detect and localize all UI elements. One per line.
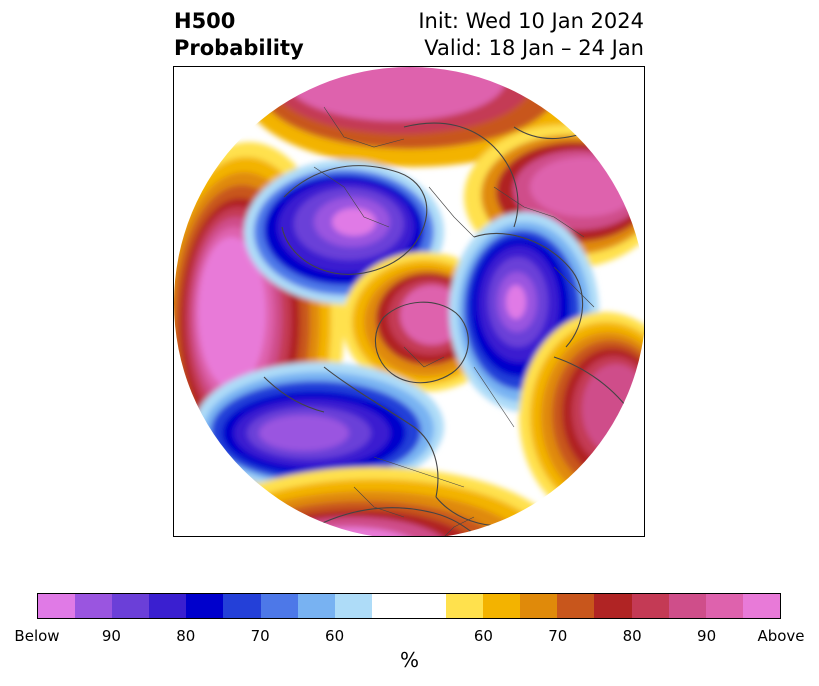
colorbar-cell: [742, 594, 780, 618]
colorbar-cell: [520, 594, 558, 618]
colorbar-cell: [260, 594, 298, 618]
title-variable: H500: [174, 9, 236, 33]
colorbar-tick-label: 90: [101, 627, 121, 645]
colorbar-tick-label: 70: [250, 627, 270, 645]
colorbar-cell: [75, 594, 113, 618]
plot-title-right: Init: Wed 10 Jan 2024 Valid: 18 Jan – 24…: [418, 8, 644, 62]
init-date: Init: Wed 10 Jan 2024: [418, 9, 644, 33]
colorbar-cell: [705, 594, 743, 618]
colorbar-cell: [483, 594, 521, 618]
colorbar: [37, 593, 781, 619]
plot-title-left: H500 Probability: [174, 8, 304, 62]
map-panel: [173, 66, 645, 537]
valid-range: Valid: 18 Jan – 24 Jan: [424, 36, 644, 60]
colorbar-cell: [408, 594, 447, 618]
colorbar-cell: [668, 594, 706, 618]
colorbar-tick-label: 60: [473, 627, 493, 645]
colorbar-cell: [149, 594, 187, 618]
colorbar-cell: [557, 594, 595, 618]
borders: [313, 106, 595, 536]
colorbar-tick-label: 90: [697, 627, 717, 645]
colorbar-tick-label: 60: [325, 627, 345, 645]
colorbar-cell: [223, 594, 261, 618]
colorbar-tick-label: Below: [14, 627, 60, 645]
colorbar-tick-labels: Below 90 80 70 60 60 70 80 90 Above: [0, 627, 819, 647]
colorbar-cell: [297, 594, 335, 618]
colorbar-cell: [38, 594, 76, 618]
colorbar-tick-label: 70: [548, 627, 568, 645]
colorbar-tick-label: Above: [757, 627, 805, 645]
colorbar-cell: [371, 594, 409, 618]
colorbar-cell: [186, 594, 224, 618]
colorbar-cell: [631, 594, 669, 618]
colorbar-cell: [594, 594, 632, 618]
probability-field: [174, 67, 644, 536]
colorbar-cell: [112, 594, 150, 618]
colorbar-tick-label: 80: [176, 627, 196, 645]
colorbar-cell: [334, 594, 372, 618]
title-type: Probability: [174, 36, 304, 60]
colorbar-unit: %: [399, 648, 419, 672]
probability-map: [174, 67, 644, 536]
colorbar-tick-label: 80: [622, 627, 642, 645]
colorbar-cell: [446, 594, 484, 618]
